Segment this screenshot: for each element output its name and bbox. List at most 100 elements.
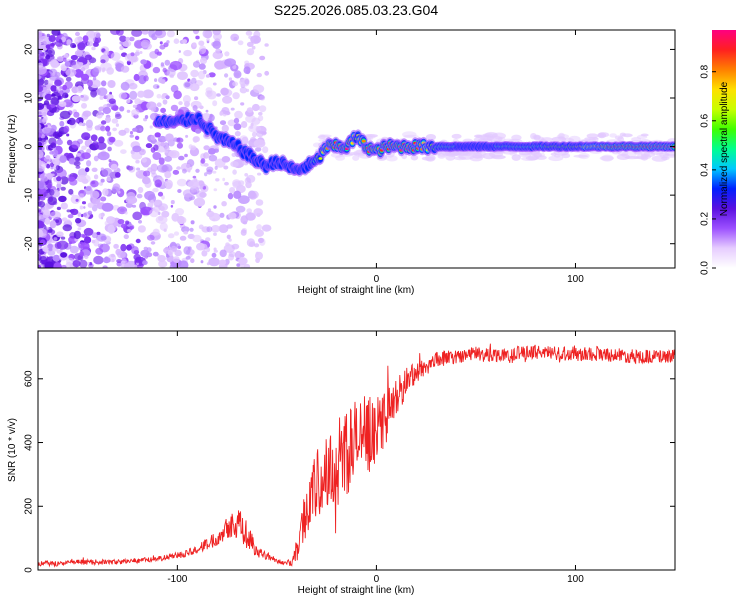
heatmap-speckle-blob (184, 153, 188, 158)
heatmap-speckle-blob (213, 232, 217, 236)
heatmap-speckle-blob (235, 205, 246, 213)
heatmap-speckle-blob (74, 156, 81, 162)
heatmap-speckle-blob (104, 221, 109, 226)
heatmap-speckle-blob (159, 41, 163, 45)
heatmap-speckle-blob (135, 238, 141, 244)
heatmap-speckle-blob (94, 125, 101, 131)
heatmap-speckle-blob (158, 203, 169, 211)
heatmap-speckle-blob (132, 211, 143, 221)
heatmap-speckle-blob (141, 30, 149, 35)
heatmap-speckle-blob (100, 120, 107, 125)
heatmap-speckle-blob (185, 134, 189, 138)
heatmap-speckle-blob (140, 39, 151, 49)
heatmap-speckle-blob (51, 150, 55, 154)
heatmap-speckle-blob (192, 105, 198, 112)
heatmap-speckle-blob (38, 132, 42, 138)
heatmap-speckle-blob (102, 265, 108, 268)
heatmap-speckle-blob (253, 30, 261, 39)
heatmap-speckle-blob (144, 115, 149, 119)
heatmap-speckle-blob (143, 246, 148, 251)
heatmap-speckle-blob (182, 39, 188, 44)
heatmap-speckle-blob (38, 111, 42, 115)
heatmap-speckle-blob (73, 111, 80, 118)
heatmap-speckle-blob (215, 48, 222, 54)
heatmap-speckle-blob (50, 59, 59, 69)
heatmap-speckle-blob (42, 111, 47, 117)
heatmap-speckle-blob (233, 123, 242, 131)
heatmap-speckle-blob (203, 145, 210, 151)
heatmap-speckle-blob (136, 193, 143, 199)
heatmap-speckle-blob (126, 244, 132, 251)
heatmap-speckle-blob (38, 208, 42, 212)
heatmap-speckle-blob (101, 167, 113, 177)
heatmap-speckle-blob (74, 69, 84, 78)
heatmap-haze-blob (473, 151, 487, 157)
heatmap-speckle-blob (156, 164, 168, 173)
heatmap-speckle-blob (70, 194, 81, 204)
heatmap-speckle-blob (166, 30, 175, 38)
heatmap-speckle-blob (56, 168, 67, 179)
heatmap-speckle-blob (81, 145, 87, 150)
heatmap-speckle-blob (46, 33, 50, 37)
heatmap-speckle-blob (90, 134, 98, 142)
heatmap-speckle-blob (132, 127, 138, 132)
heatmap-speckle-blob (91, 204, 98, 212)
heatmap-speckle-blob (256, 130, 264, 138)
heatmap-speckle-blob (198, 40, 205, 46)
heatmap-haze-blob (318, 134, 326, 140)
heatmap-speckle-blob (125, 220, 130, 225)
heatmap-speckle-blob (56, 56, 64, 62)
heatmap-speckle-blob (85, 185, 92, 192)
heatmap-speckle-blob (92, 42, 99, 47)
heatmap-speckle-blob (111, 186, 120, 193)
heatmap-speckle-blob (50, 104, 56, 108)
heatmap-speckle-blob (206, 38, 210, 42)
heatmap-speckle-blob (212, 30, 221, 36)
heatmap-speckle-blob (119, 106, 125, 112)
heatmap-speckle-blob (251, 45, 256, 50)
heatmap-speckle-blob (192, 234, 202, 243)
heatmap-speckle-blob (173, 231, 180, 236)
heatmap-speckle-blob (205, 109, 209, 113)
heatmap-speckle-blob (163, 42, 169, 48)
heatmap-speckle-blob (199, 51, 203, 55)
heatmap-speckle-blob (176, 178, 187, 187)
colorbar-tick-label: 0.0 (700, 261, 711, 275)
heatmap-haze-blob (601, 154, 614, 162)
heatmap-speckle-blob (255, 147, 262, 152)
heatmap-y-tick-label: 10 (24, 92, 35, 104)
heatmap-speckle-blob (38, 35, 49, 45)
heatmap-speckle-blob (158, 260, 168, 268)
colorbar: 0.0 0.2 0.4 0.6 0.8 Normalized spectral ampl… (700, 30, 736, 275)
heatmap-speckle-blob (150, 134, 156, 141)
heatmap-speckle-blob (178, 50, 181, 53)
heatmap-speckle-blob (173, 38, 180, 44)
heatmap-speckle-blob (77, 227, 82, 231)
heatmap-haze-blob (410, 154, 419, 161)
heatmap-speckle-blob (224, 73, 229, 78)
heatmap-speckle-blob (140, 209, 149, 216)
heatmap-speckle-blob (239, 87, 248, 94)
heatmap-haze-blob (651, 155, 668, 162)
heatmap-speckle-blob (46, 226, 50, 230)
heatmap-speckle-blob (160, 62, 165, 67)
heatmap-speckle-blob (131, 204, 137, 208)
heatmap-speckle-blob (166, 181, 170, 185)
heatmap-speckle-blob (255, 251, 259, 255)
heatmap-speckle-blob (251, 117, 261, 125)
heatmap-speckle-blob (143, 170, 151, 177)
heatmap-speckle-blob (174, 249, 182, 257)
heatmap-speckle-blob (76, 85, 83, 93)
heatmap-speckle-blob (83, 206, 86, 209)
heatmap-speckle-blob (176, 142, 183, 149)
heatmap-y-tick-label: 0 (24, 143, 35, 149)
heatmap-speckle-blob (79, 193, 85, 199)
heatmap-speckle-blob (106, 216, 115, 224)
heatmap-speckle-blob (219, 111, 224, 116)
heatmap-speckle-blob (170, 204, 174, 208)
heatmap-speckle-blob (38, 30, 43, 38)
heatmap-speckle-blob (161, 195, 165, 200)
heatmap-speckle-blob (160, 141, 165, 147)
heatmap-speckle-blob (222, 177, 226, 182)
heatmap-speckle-blob (154, 179, 162, 188)
